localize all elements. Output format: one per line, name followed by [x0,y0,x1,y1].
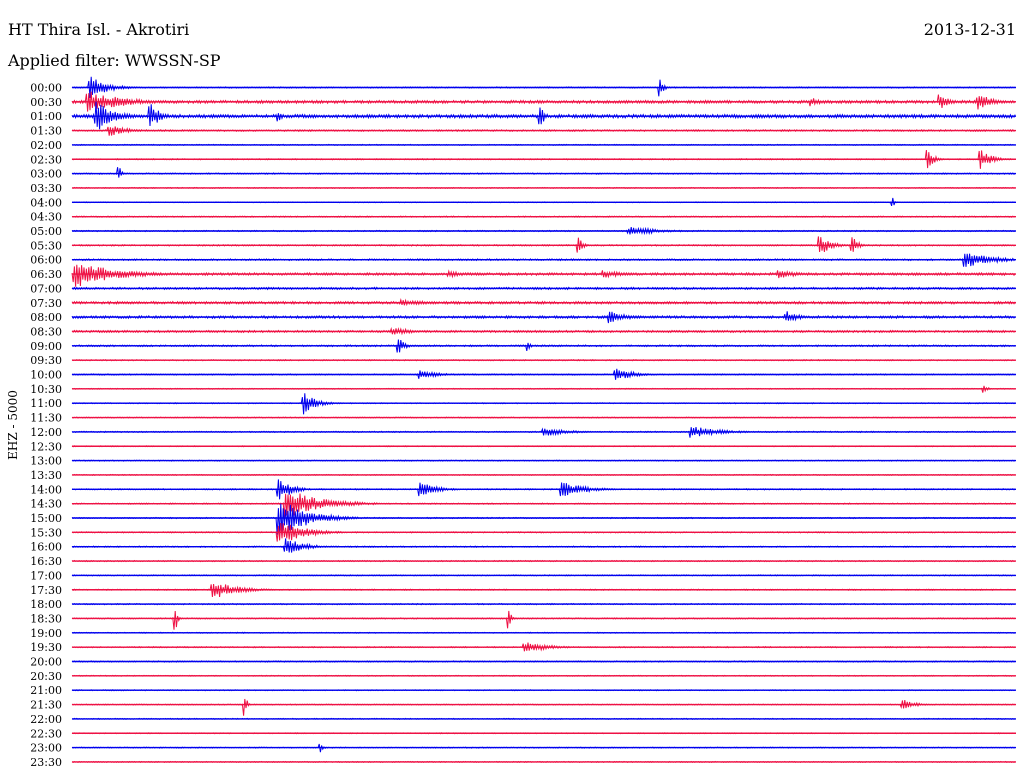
row-time-label: 20:00 [30,656,62,669]
row-time-label: 16:30 [30,555,62,568]
row-time-label: 03:00 [30,168,62,181]
trace-row [71,264,1016,287]
trace-row [71,698,1016,716]
row-time-label: 18:00 [30,598,62,611]
row-time-label: 21:30 [30,699,62,712]
row-time-label: 14:30 [30,498,62,511]
row-time-label: 17:00 [30,569,62,582]
row-time-label: 22:00 [30,713,62,726]
trace-row [71,610,1016,630]
trace-row [71,538,1016,553]
row-time-label: 15:30 [30,526,62,539]
row-time-label: 04:00 [30,196,62,209]
row-time-label: 05:30 [30,239,62,252]
row-time-label: 16:00 [30,541,62,554]
row-time-label: 06:00 [30,254,62,267]
row-time-label: 00:00 [30,82,62,95]
station-title: HT Thira Isl. - Akrotiri [8,20,190,39]
row-time-label: 06:30 [30,268,62,281]
row-time-label: 22:30 [30,727,62,740]
trace-row [71,101,1016,130]
trace-row [71,167,1016,178]
row-time-label: 13:00 [30,455,62,468]
row-time-label: 08:30 [30,325,62,338]
trace-row [71,584,1016,598]
trace-row [71,503,1016,537]
row-time-label: 07:30 [30,297,62,310]
row-time-label: 19:00 [30,627,62,640]
row-time-label: 23:00 [30,742,62,755]
row-time-label: 10:30 [30,383,62,396]
row-time-label: 10:00 [30,369,62,382]
row-time-label: 01:00 [30,110,62,123]
row-time-label: 19:30 [30,641,62,654]
row-time-label: 15:00 [30,512,62,525]
row-time-label: 20:30 [30,670,62,683]
row-time-label: 13:30 [30,469,62,482]
row-time-label: 02:00 [30,139,62,152]
row-time-label: 05:00 [30,225,62,238]
filter-label: Applied filter: WWSSN-SP [8,51,221,70]
row-time-label: 07:00 [30,282,62,295]
row-time-label: 11:00 [30,397,62,410]
row-time-label: 03:30 [30,182,62,195]
row-time-label: 04:30 [30,211,62,224]
row-time-label: 00:30 [30,96,62,109]
row-time-label: 09:00 [30,340,62,353]
row-time-label: 23:30 [30,756,62,769]
row-time-label: 08:00 [30,311,62,324]
row-time-label: 12:00 [30,426,62,439]
row-time-label: 11:30 [30,412,62,425]
date-label: 2013-12-31 [923,20,1016,39]
row-time-label: 01:30 [30,125,62,138]
row-time-label: 17:30 [30,584,62,597]
row-time-label: 02:30 [30,153,62,166]
trace-row [71,236,1016,253]
row-time-label: 18:30 [30,612,62,625]
row-time-label: 12:30 [30,440,62,453]
row-time-label: 21:00 [30,684,62,697]
trace-row [71,493,1016,518]
row-time-label: 09:30 [30,354,62,367]
row-time-label: 14:00 [30,483,62,496]
